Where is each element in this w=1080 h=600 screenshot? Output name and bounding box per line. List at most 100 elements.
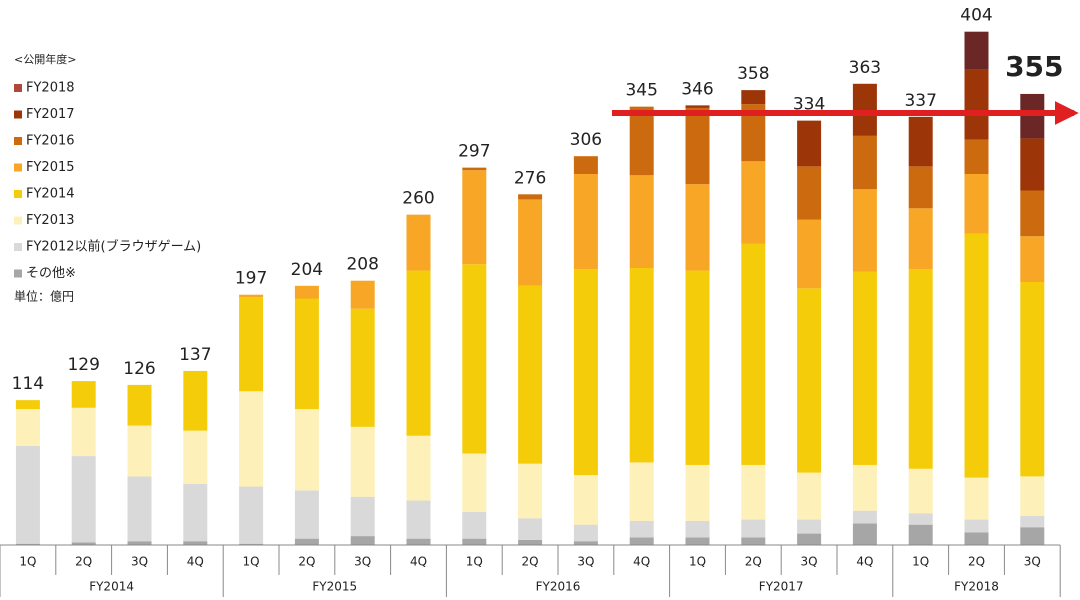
bar-segment (294, 298, 319, 410)
bar-segment (685, 107, 710, 185)
x-tick-label: 1Q (689, 555, 706, 569)
bar-segment (908, 513, 933, 525)
bar-segment (852, 271, 877, 465)
x-tick-label: 1Q (243, 555, 260, 569)
bar-segment (573, 173, 598, 270)
bar-segment (852, 83, 877, 136)
bar-segment (964, 477, 989, 520)
bar-segment (1020, 476, 1045, 516)
x-tick-label: 3Q (1024, 555, 1041, 569)
bar-segment (573, 475, 598, 525)
bar-segment (406, 214, 431, 271)
bar-segment (1020, 527, 1045, 545)
total-label: 129 (67, 355, 99, 375)
bar-segment (629, 462, 654, 521)
legend-swatch (14, 269, 22, 278)
bar-segment (183, 430, 208, 485)
bar-segment (15, 400, 40, 410)
bar-segment (294, 409, 319, 491)
bar-segment (573, 269, 598, 476)
bar-segment (350, 308, 375, 427)
bar-segment (183, 370, 208, 431)
group-label: FY2016 (536, 580, 581, 594)
x-tick-label: 1Q (466, 555, 483, 569)
bar-segment (15, 409, 40, 446)
bar-segment (685, 105, 710, 108)
total-label: 404 (960, 6, 992, 26)
bar-segment (518, 518, 543, 540)
bar-segment (15, 543, 40, 545)
bar-segment (406, 270, 431, 436)
group-label: FY2017 (759, 580, 804, 594)
bar-segment (406, 435, 431, 501)
total-label: 355 (1005, 50, 1063, 83)
bar-segment (908, 269, 933, 469)
x-tick-label: 4Q (633, 555, 650, 569)
bar-segment (239, 297, 264, 392)
group-label: FY2014 (89, 580, 134, 594)
x-tick-label: 4Q (187, 555, 204, 569)
total-label: 126 (123, 359, 155, 379)
bar-segment (239, 486, 264, 544)
bar-segment (1020, 138, 1045, 191)
bar-segment (964, 139, 989, 174)
x-tick-label: 3Q (131, 555, 148, 569)
bar-segment (964, 233, 989, 478)
legend-swatch (14, 84, 22, 92)
bar-segment (239, 294, 264, 298)
total-label: 197 (235, 269, 267, 289)
bar-segment (1020, 190, 1045, 237)
bar-segment (350, 496, 375, 537)
bar-segment (852, 189, 877, 272)
bar-segment (239, 391, 264, 487)
bar-segment (741, 519, 766, 538)
x-tick-label: 1Q (912, 555, 929, 569)
total-label: 137 (179, 345, 211, 365)
total-label: 260 (402, 189, 434, 209)
x-tick-label: 2Q (75, 555, 92, 569)
x-tick-label: 1Q (19, 555, 36, 569)
bar-segment (573, 156, 598, 174)
legend-label: FY2016 (26, 134, 75, 149)
bar-segment (127, 476, 152, 542)
bar-segment (685, 270, 710, 465)
legend-label: FY2017 (26, 107, 75, 122)
bar-segment (852, 135, 877, 190)
total-label: 306 (570, 130, 602, 150)
total-label: 334 (793, 95, 825, 115)
total-label: 363 (849, 58, 881, 78)
group-label: FY2018 (954, 580, 999, 594)
bar-segment (406, 538, 431, 545)
legend-label: FY2014 (26, 187, 75, 202)
bar-segment (127, 541, 152, 545)
total-label: 297 (458, 142, 490, 162)
legend-title: <公開年度> (14, 52, 76, 66)
bar-segment (1020, 236, 1045, 282)
bar-segment (127, 384, 152, 426)
x-tick-label: 4Q (856, 555, 873, 569)
bar-segment (294, 285, 319, 299)
x-tick-label: 2Q (298, 555, 315, 569)
bar-segment (629, 106, 654, 176)
bar-segment (573, 541, 598, 545)
bar-segment (573, 524, 598, 542)
bar-segment (685, 537, 710, 545)
bar-segment (629, 268, 654, 463)
legend-swatch (14, 110, 22, 119)
bar-segment (462, 170, 487, 265)
bar-segment (350, 280, 375, 309)
bar-segment (15, 445, 40, 544)
legend-label: その他※ (26, 266, 76, 281)
bar-segment (71, 381, 96, 408)
bar-segment (294, 490, 319, 539)
bar-segment (741, 464, 766, 520)
bar-segment (908, 166, 933, 209)
bar-segment (127, 425, 152, 477)
x-tick-label: 2Q (968, 555, 985, 569)
bar-segment (629, 537, 654, 545)
bar-segment (797, 219, 822, 289)
bar-segment (1020, 515, 1045, 528)
bar-segment (797, 120, 822, 167)
total-label: 276 (514, 168, 546, 188)
